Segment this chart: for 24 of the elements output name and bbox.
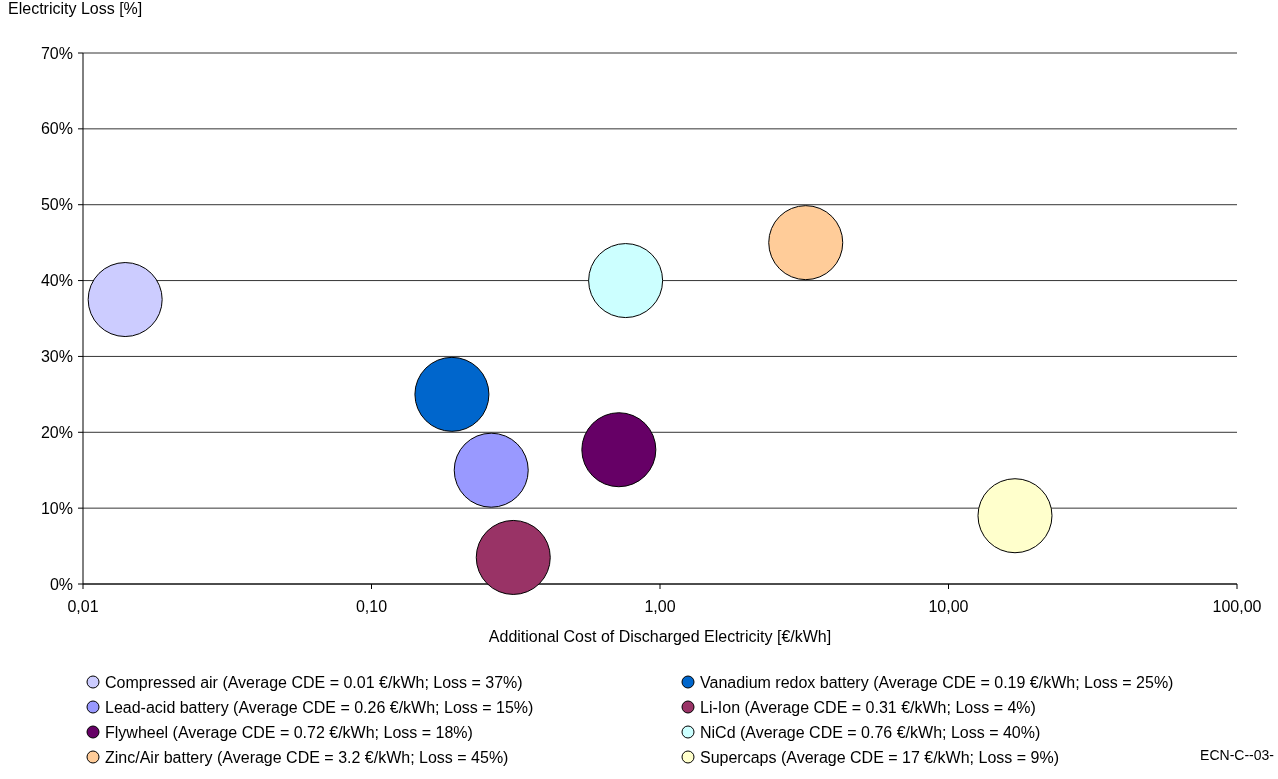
text: ECN-C--03-: [1200, 747, 1275, 763]
legend-label: Lead-acid battery (Average CDE = 0.26 €/kWh; Loss = 15%): [105, 698, 534, 716]
x-tick-label: 10,00: [928, 598, 969, 615]
y-tick-label: 60%: [40, 120, 73, 138]
x-axis-title: Additional Cost of Discharged Electricity [€/kWh]: [488, 628, 832, 645]
y-tick-label: 20%: [40, 423, 73, 441]
x-tick-label: 0,10: [355, 598, 388, 615]
legend-label: Zinc/Air battery (Average CDE = 3.2 €/kWh; Loss = 45%): [105, 748, 509, 766]
y-tick-label: 40%: [40, 272, 73, 290]
y-axis-title: Electricity Loss [%]: [8, 0, 143, 17]
legend-label: Vanadium redox battery (Average CDE = 0.19 €/kWh; Loss = 25%): [700, 673, 1174, 691]
y-tick-label: 30%: [40, 348, 73, 366]
y-tick-label: 10%: [40, 499, 73, 517]
y-tick-label: 0%: [49, 575, 73, 593]
y-tick-label: 70%: [40, 44, 73, 62]
legend-label: Flywheel (Average CDE = 0.72 €/kWh; Loss = 18%): [105, 723, 473, 741]
x-tick-label: 0,01: [67, 598, 99, 615]
legend-label: NiCd (Average CDE = 0.76 €/kWh; Loss = 40%): [700, 723, 1041, 741]
x-tick-label: 100,00: [1212, 598, 1262, 615]
legend-label: Compressed air (Average CDE = 0.01 €/kWh; Loss = 37%): [105, 673, 523, 691]
legend-label: Supercaps (Average CDE = 17 €/kWh; Loss = 9%): [700, 748, 1059, 766]
legend-label: Li-Ion (Average CDE = 0.31 €/kWh; Loss = 4%): [700, 698, 1036, 716]
x-tick-label: 1,00: [644, 598, 676, 615]
y-tick-label: 50%: [40, 196, 73, 214]
